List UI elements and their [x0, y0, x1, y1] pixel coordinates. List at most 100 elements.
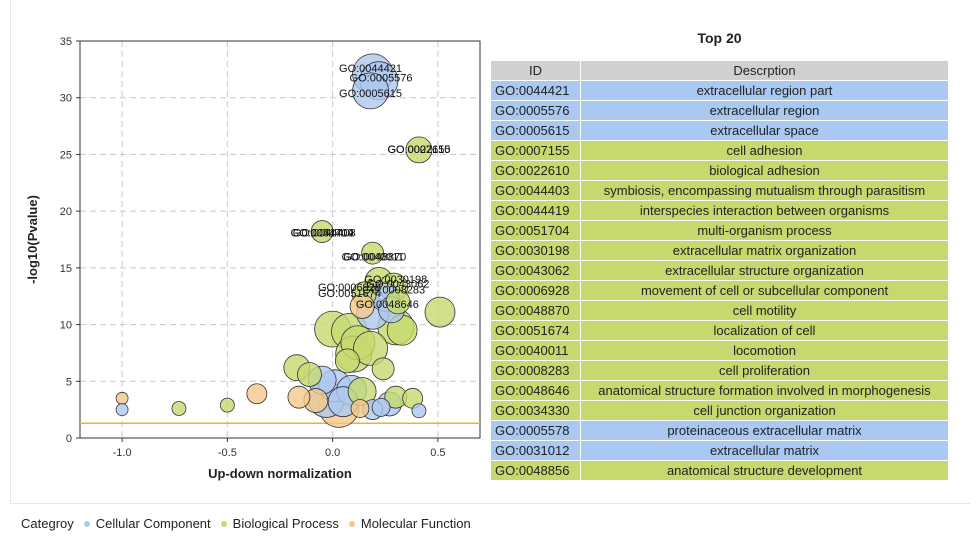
- row-id: GO:0048856: [490, 460, 581, 481]
- legend-dot-icon: [220, 520, 227, 527]
- row-id: GO:0031012: [490, 440, 581, 461]
- row-description: localization of cell: [580, 320, 949, 341]
- bubble-point: [171, 401, 187, 416]
- table-row: GO:0044421 extracellular region part: [490, 80, 949, 101]
- bubble-point: [352, 72, 389, 110]
- bubble-point: [361, 241, 385, 265]
- go-point-label: GO:0005615: [339, 88, 402, 100]
- row-id: GO:0051674: [490, 320, 581, 341]
- bubble-point: [371, 397, 391, 417]
- legend-label: Molecular Function: [360, 516, 471, 531]
- table-row: GO:0051674 localization of cell: [490, 320, 949, 341]
- row-description: extracellular matrix organization: [580, 240, 949, 261]
- row-id: GO:0043062: [490, 260, 581, 281]
- go-point-label: GO:0044403: [293, 228, 356, 240]
- row-id: GO:0044403: [490, 180, 581, 201]
- legend-dot-icon: [83, 520, 90, 527]
- x-axis-ticks: -1.0 -0.5 0.0 0.5: [113, 438, 446, 459]
- table-row: GO:0005576 extracellular region: [490, 100, 949, 121]
- row-description: extracellular space: [580, 120, 949, 141]
- go-point-label: GO:0005576: [350, 72, 413, 84]
- left-divider: [10, 0, 11, 503]
- row-id: GO:0022610: [490, 160, 581, 181]
- x-tick-label: 0.0: [325, 447, 340, 459]
- go-point-label: GO:0006928: [318, 282, 381, 294]
- row-description: biological adhesion: [580, 160, 949, 181]
- top-table-panel: Top 20 ID Descrption GO:0044421 extracell…: [490, 28, 949, 481]
- y-axis-title: -log10(Pvalue): [25, 195, 40, 284]
- row-description: extracellular region part: [580, 80, 949, 101]
- bubble-point: [353, 330, 388, 366]
- row-description: interspecies interaction between organis…: [580, 200, 949, 221]
- legend-item: Molecular Function: [348, 516, 471, 531]
- row-id: GO:0006928: [490, 280, 581, 301]
- header-description: Descrption: [580, 60, 949, 81]
- legend-item: Biological Process: [220, 516, 339, 531]
- y-tick-label: 5: [66, 376, 72, 388]
- y-axis-ticks: 0 5 10 15 20 25 30 35: [60, 36, 80, 445]
- row-description: movement of cell or subcellular componen…: [580, 280, 949, 301]
- table-row: GO:0048646 anatomical structure formation…: [490, 380, 949, 401]
- legend-dot-icon: [348, 520, 355, 527]
- row-description: extracellular region: [580, 100, 949, 121]
- x-tick-label: -0.5: [218, 447, 237, 459]
- table-row: GO:0006928 movement of cell or subcellula…: [490, 280, 949, 301]
- bubbles: [115, 53, 456, 428]
- bubble-point: [371, 357, 395, 381]
- legend-title: Categroy: [21, 516, 74, 531]
- table-row: GO:0022610 biological adhesion: [490, 160, 949, 181]
- bubble-point: [246, 383, 268, 405]
- row-description: locomotion: [580, 340, 949, 361]
- table-row: GO:0051704 multi-organism process: [490, 220, 949, 241]
- bubble-point: [115, 403, 129, 417]
- grid: [80, 40, 480, 438]
- legend-items: Cellular Component Biological Process Mole…: [74, 516, 471, 531]
- y-tick-label: 10: [60, 320, 72, 332]
- row-id: GO:0034330: [490, 400, 581, 421]
- x-tick-label: -1.0: [113, 447, 132, 459]
- row-description: cell motility: [580, 300, 949, 321]
- table-row: GO:0048870 cell motility: [490, 300, 949, 321]
- bubble-point: [287, 385, 311, 409]
- go-point-label: GO:0048870: [343, 252, 406, 264]
- table-row: GO:0034330 cell junction organization: [490, 400, 949, 421]
- row-id: GO:0044421: [490, 80, 581, 101]
- bubble-point: [334, 348, 360, 374]
- table-row: GO:0048856 anatomical structure developme…: [490, 460, 949, 481]
- go-point-label: GO:0030198: [364, 274, 427, 286]
- legend-item: Cellular Component: [83, 516, 211, 531]
- bubble-point: [297, 362, 322, 387]
- bubble-chart: 0 5 10 15 20 25 30 35 -1.0 -0.5 0.0 0.5 GO:0044421…: [25, 36, 481, 481]
- x-tick-label: 0.5: [430, 447, 445, 459]
- legend: Categroy Cellular Component Biological Pr…: [21, 516, 471, 531]
- row-description: symbiosis, encompassing mutualism throug…: [580, 180, 949, 201]
- bubble-point: [219, 397, 235, 413]
- bubble-point: [385, 289, 411, 315]
- row-id: GO:0005576: [490, 100, 581, 121]
- bubble-point: [405, 136, 433, 164]
- table-title: Top 20: [697, 30, 742, 46]
- row-description: anatomical structure formation involved …: [580, 380, 949, 401]
- plot-frame: [79, 40, 481, 439]
- go-point-label: GO:0008283: [362, 284, 425, 296]
- go-point-label: GO:0048646: [356, 299, 419, 311]
- row-description: proteinaceous extracellular matrix: [580, 420, 949, 441]
- legend-label: Cellular Component: [95, 516, 211, 531]
- y-tick-label: 15: [60, 263, 72, 275]
- go-point-label: GO:0040011: [342, 252, 404, 264]
- row-id: GO:0005615: [490, 120, 581, 141]
- row-description: cell junction organization: [580, 400, 949, 421]
- x-axis-title: Up-down normalization: [208, 466, 352, 481]
- table-row: GO:0043062 extracellular structure organi…: [490, 260, 949, 281]
- table-row: GO:0007155 cell adhesion: [490, 140, 949, 161]
- go-point-label: GO:0043062: [366, 279, 429, 291]
- table-row: GO:0005615 extracellular space: [490, 120, 949, 141]
- go-point-label: GO:0051704: [291, 228, 354, 240]
- top-go-table: ID Descrption GO:0044421 extracellular re…: [490, 60, 949, 481]
- bubble-point: [115, 391, 129, 405]
- row-description: extracellular matrix: [580, 440, 949, 461]
- row-description: extracellular structure organization: [580, 260, 949, 281]
- table-row: GO:0030198 extracellular matrix organizat…: [490, 240, 949, 261]
- row-description: cell proliferation: [580, 360, 949, 381]
- y-tick-label: 35: [60, 36, 72, 48]
